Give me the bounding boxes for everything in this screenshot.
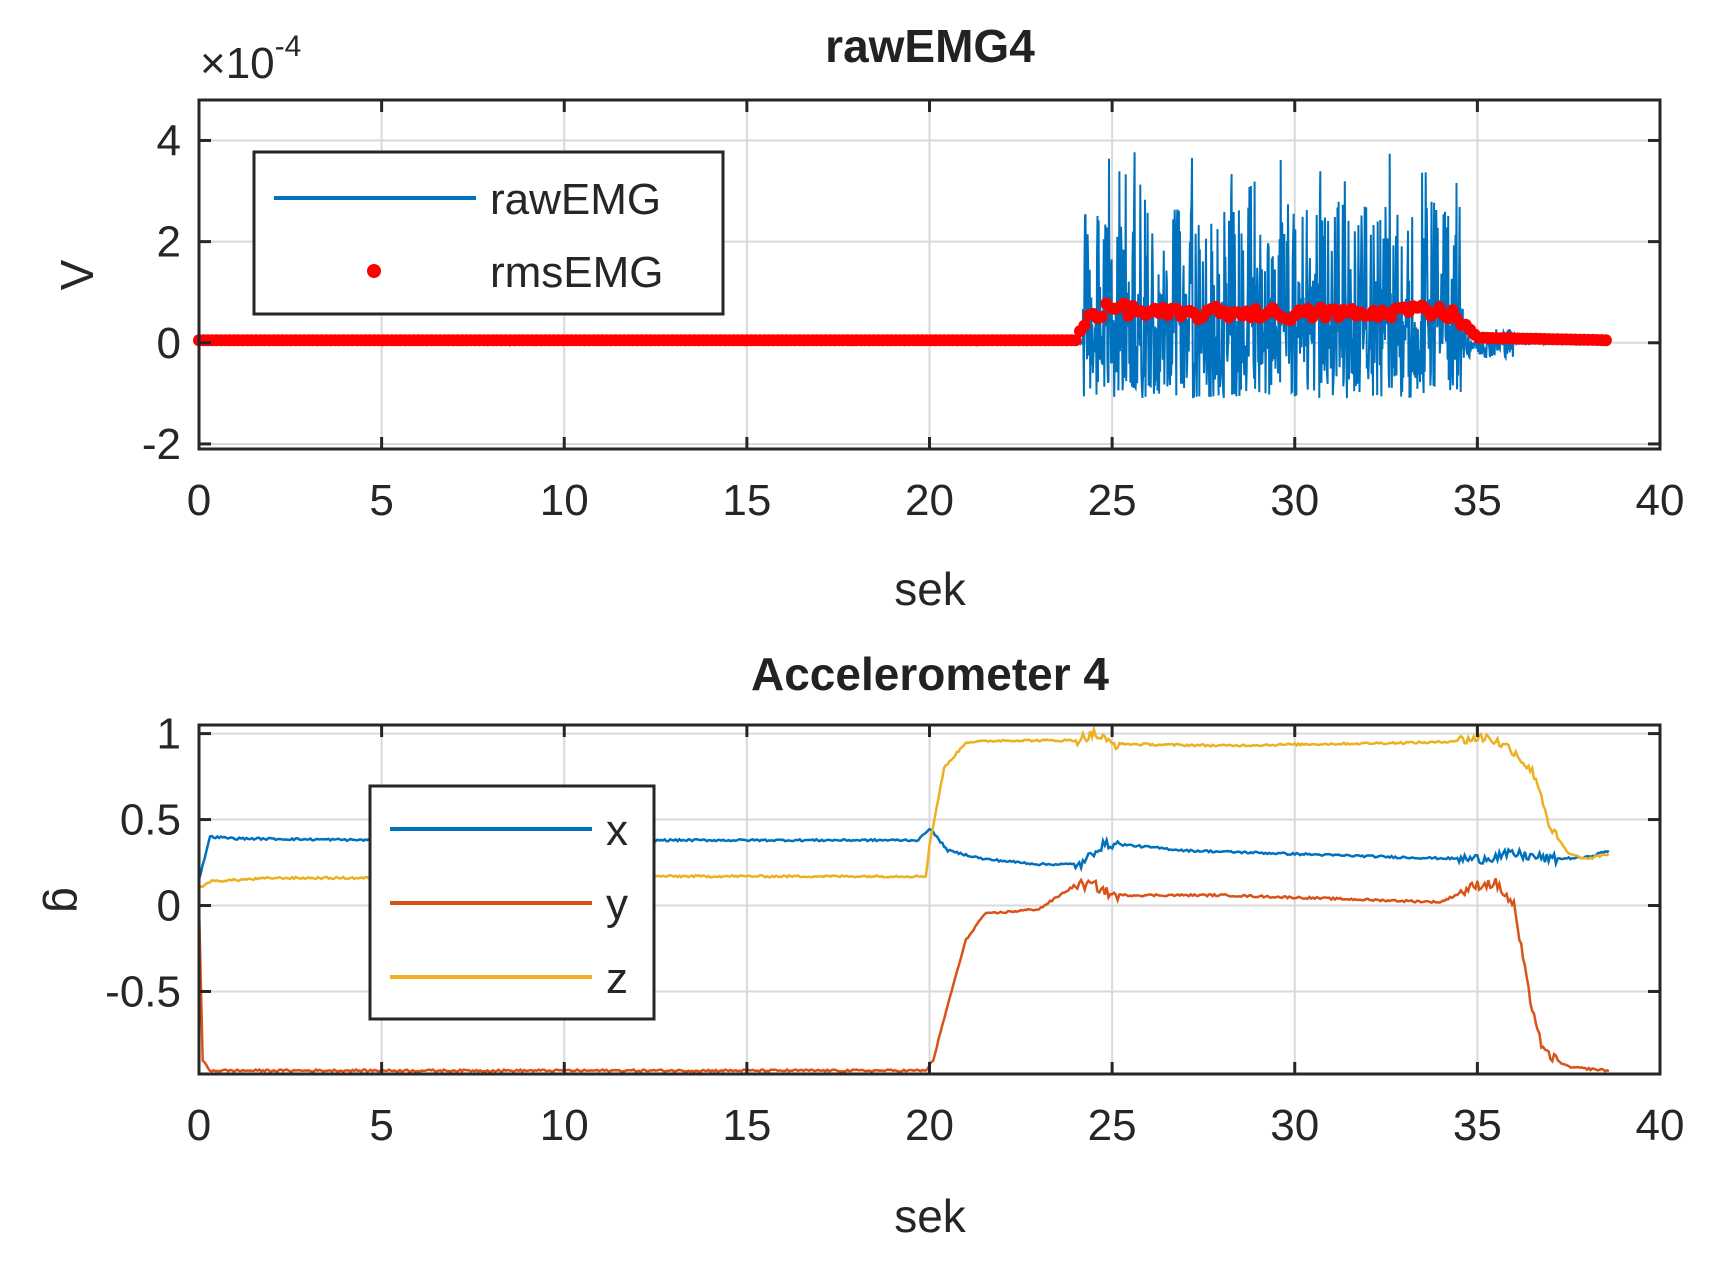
rawemg-x-tick-label-8: 40 (1636, 476, 1685, 525)
rawemg-legend: rawEMG rmsEMG (252, 150, 725, 316)
accelerometer-legend-label-z: z (606, 954, 628, 1003)
accelerometer-x-tick-label-1: 5 (369, 1101, 393, 1150)
rawemg-exponent-label: ×10-4 (200, 30, 301, 88)
rawemg-y-ticks: -2 0 2 4 (142, 116, 1660, 469)
rmsemg-point (1095, 310, 1108, 323)
accelerometer-y-tick-label-2: 0.5 (120, 796, 181, 845)
rawemg-legend-swatch-rmsemg (367, 264, 381, 278)
accelerometer-legend-label-y: y (606, 880, 628, 929)
accelerometer-x-tick-label-7: 35 (1453, 1101, 1502, 1150)
accelerometer-title: Accelerometer 4 (751, 648, 1109, 700)
rawemg-title: rawEMG4 (825, 20, 1035, 72)
series-y-line (197, 877, 1610, 1074)
accelerometer-y-tick-label-0: -0.5 (105, 967, 181, 1016)
accelerometer-legend: x y z (368, 784, 656, 1021)
rmsemg-point (1078, 319, 1091, 332)
rawemg-y-tick-label-3: 4 (157, 116, 181, 165)
rawemg-legend-box (252, 150, 725, 316)
accelerometer-y-tick-label-3: 1 (157, 710, 181, 759)
accelerometer-y-tick-label-1: 0 (157, 882, 181, 931)
rawemg-legend-label-rawemg: rawEMG (490, 175, 661, 224)
accelerometer-x-tick-label-6: 30 (1270, 1101, 1319, 1150)
rawemg-x-tick-label-7: 35 (1453, 476, 1502, 525)
rawemg-y-tick-label-0: -2 (142, 420, 181, 469)
rawemg-data (193, 152, 1612, 399)
series-rmsemg-markers (193, 297, 1612, 347)
accelerometer-x-tick-label-5: 25 (1088, 1101, 1137, 1150)
rawemg-x-tick-label-2: 10 (540, 476, 589, 525)
accelerometer-x-tick-label-0: 0 (187, 1101, 211, 1150)
accelerometer-y-label: g (42, 887, 94, 913)
rawemg-legend-label-rmsemg: rmsEMG (490, 248, 664, 297)
accelerometer-x-tick-label-2: 10 (540, 1101, 589, 1150)
rawemg-x-tick-label-4: 20 (905, 476, 954, 525)
accelerometer-legend-label-x: x (606, 806, 628, 855)
accelerometer-x-tick-label-4: 20 (905, 1101, 954, 1150)
rawemg-y-tick-label-1: 0 (157, 319, 181, 368)
rawemg-y-tick-label-2: 2 (157, 218, 181, 267)
rmsemg-point (1069, 334, 1082, 347)
accelerometer-y-ticks: -0.5 0 0.5 1 (105, 710, 1660, 1016)
rawemg-x-ticks: 0 5 10 15 20 25 30 35 40 (187, 100, 1685, 525)
rawemg-x-tick-label-0: 0 (187, 476, 211, 525)
accelerometer-x-ticks: 0 5 10 15 20 25 30 35 40 (187, 725, 1685, 1150)
accelerometer-x-label: sek (894, 1190, 967, 1242)
rawemg-exponent-power: -4 (275, 30, 302, 63)
accelerometer-panel: Accelerometer 4 0 5 10 15 20 25 30 35 40 -0.5 0 0.… (42, 648, 1684, 1242)
rawemg-y-label: V (51, 259, 103, 290)
accelerometer-x-tick-label-3: 15 (722, 1101, 771, 1150)
rawemg-x-tick-label-3: 15 (722, 476, 771, 525)
rawemg-x-tick-label-6: 30 (1270, 476, 1319, 525)
rawemg-x-tick-label-1: 5 (369, 476, 393, 525)
rawemg-x-label: sek (894, 563, 967, 615)
rawemg-x-tick-label-5: 25 (1088, 476, 1137, 525)
rmsemg-point (1599, 334, 1612, 347)
accelerometer-x-tick-label-8: 40 (1636, 1101, 1685, 1150)
